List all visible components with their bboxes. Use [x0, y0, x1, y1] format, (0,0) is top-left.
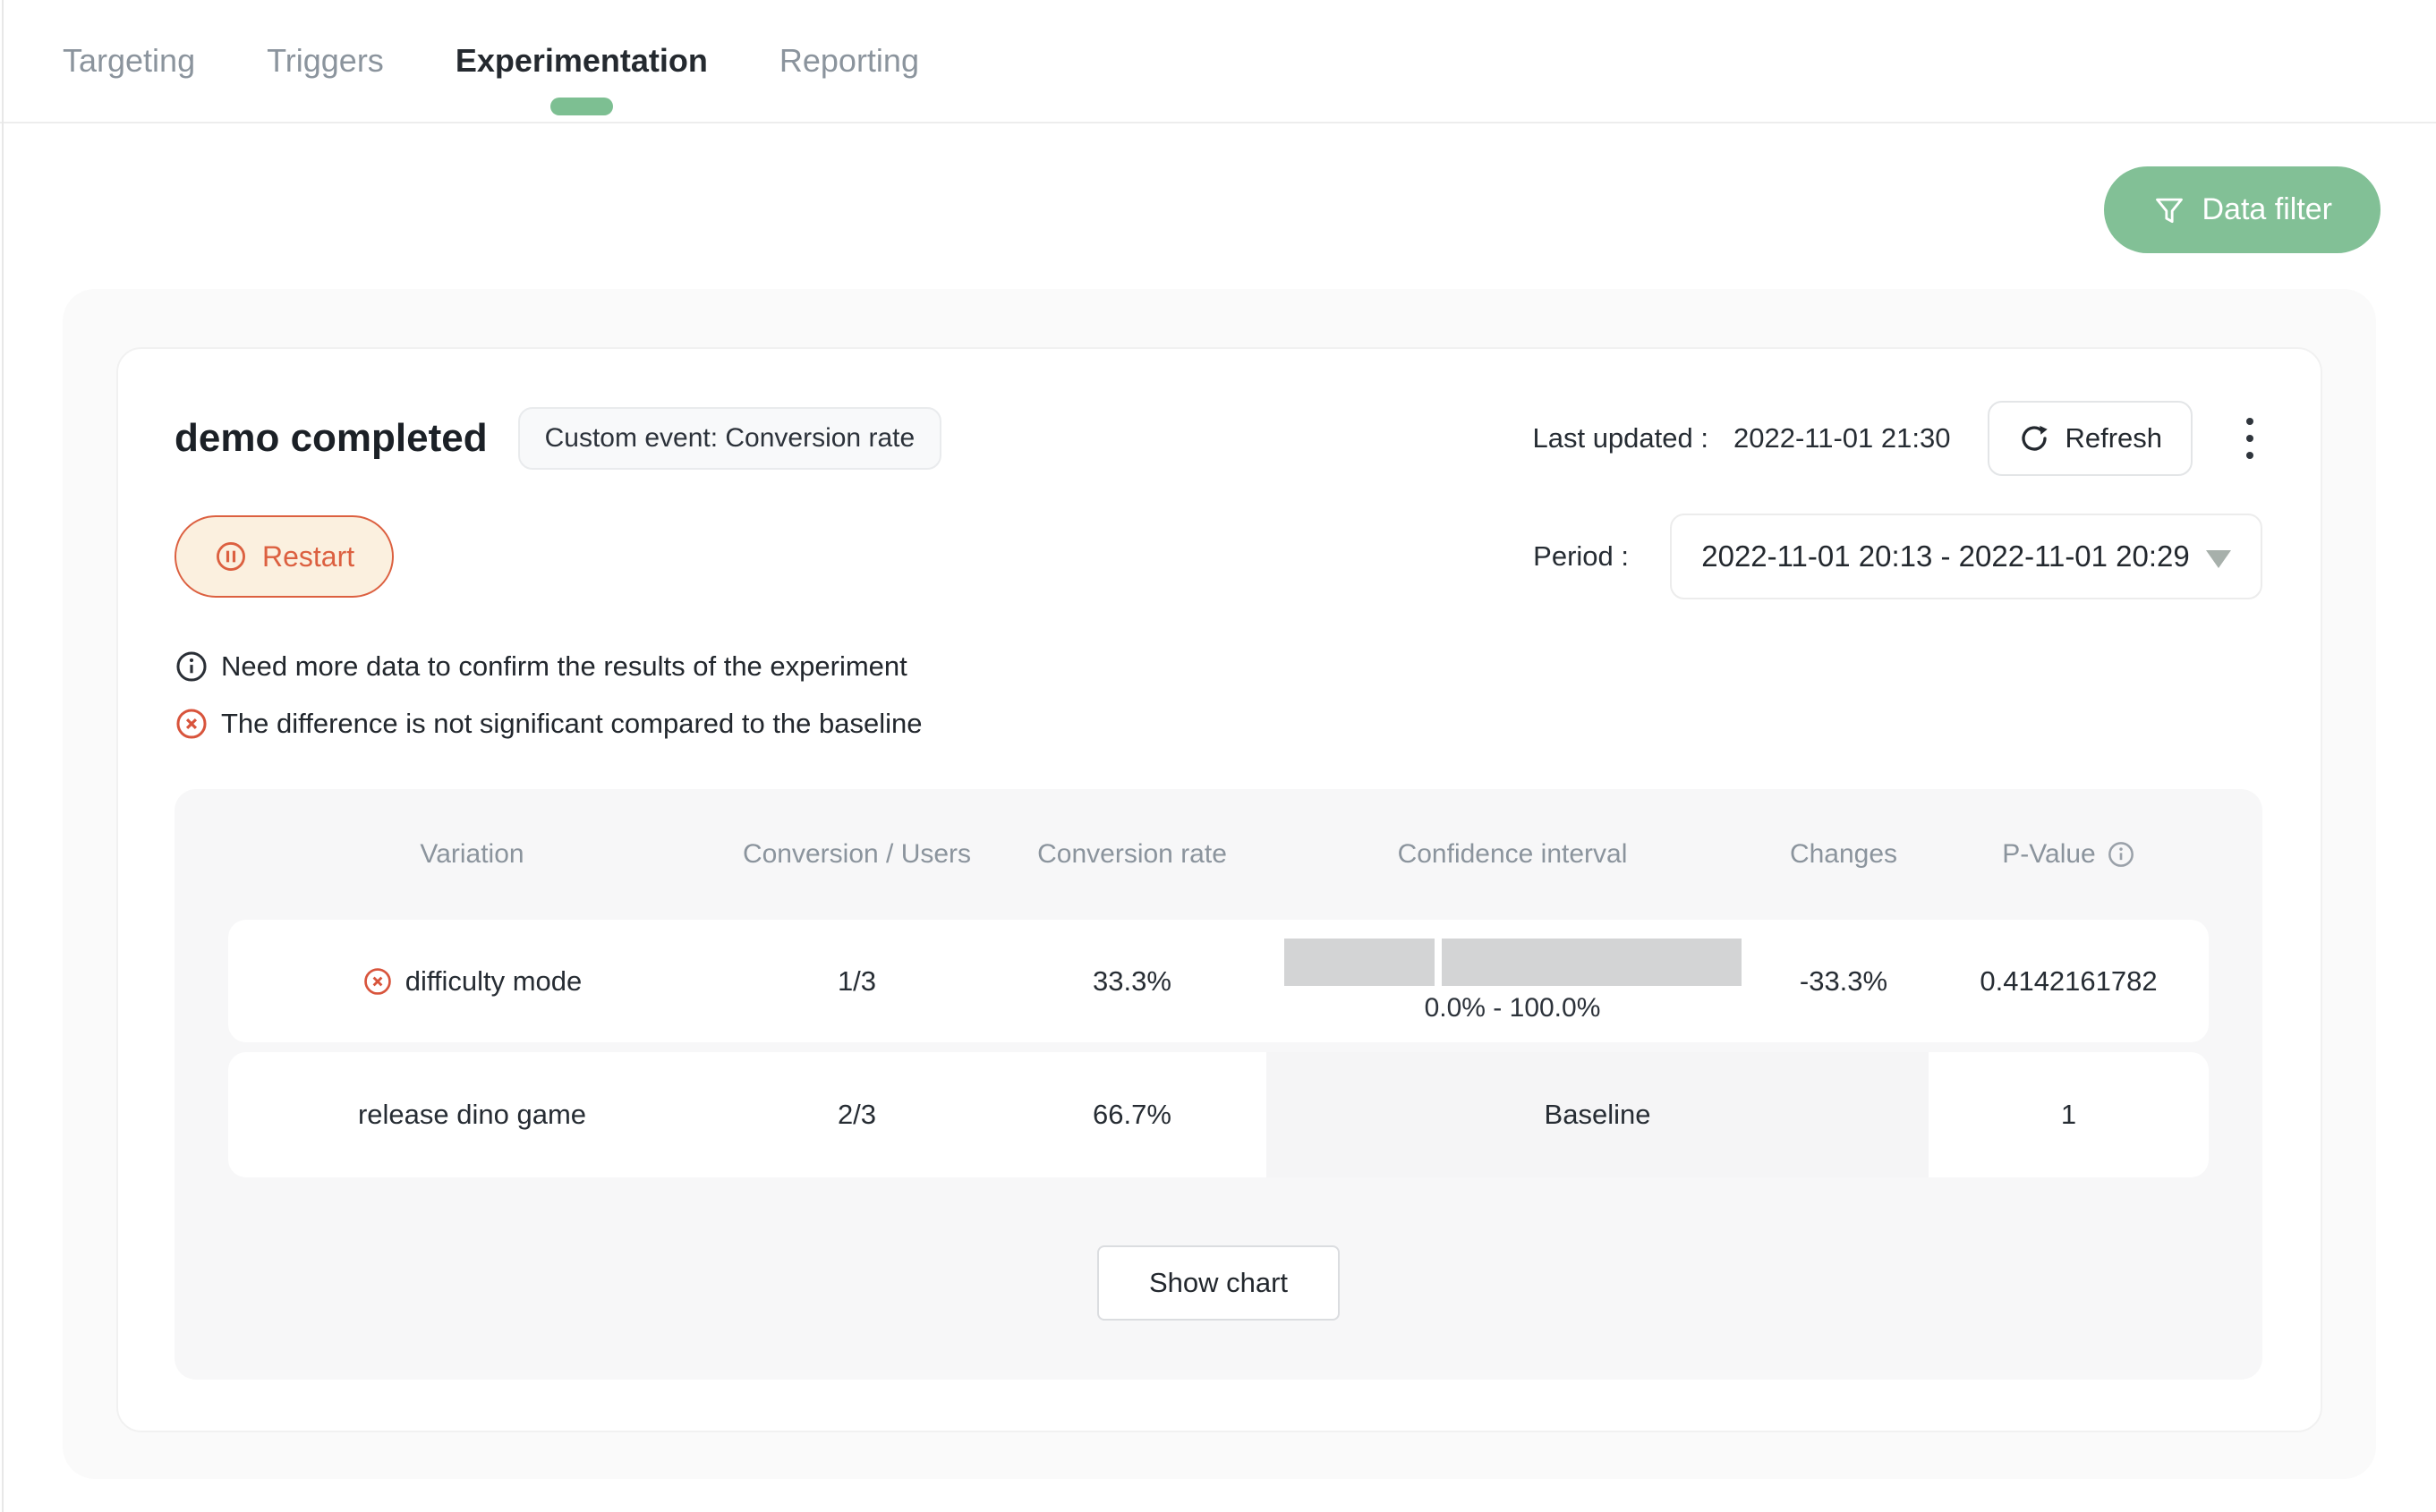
experiment-header: demo completed Custom event: Conversion …	[175, 401, 2262, 476]
ci-bar-right-segment	[1441, 939, 1742, 986]
show-chart-button[interactable]: Show chart	[1096, 1245, 1341, 1321]
info-circle-icon[interactable]	[2107, 840, 2135, 869]
column-header-confidence-interval: Confidence interval	[1397, 839, 1628, 869]
data-filter-button[interactable]: Data filter	[2103, 166, 2381, 253]
x-circle-icon	[362, 966, 393, 997]
last-updated-label: Last updated :	[1532, 422, 1708, 454]
x-circle-icon	[175, 707, 209, 741]
ci-bar-left-segment	[1283, 939, 1435, 986]
conversion-rate-cell: 66.7%	[1093, 1099, 1171, 1130]
show-chart-container: Show chart	[228, 1245, 2209, 1321]
baseline-cell: Baseline	[1266, 1052, 1929, 1177]
column-header-changes: Changes	[1789, 839, 1898, 869]
experiment-controls: Restart Period : 2022-11-01 20:13 - 2022…	[175, 514, 2262, 599]
pause-circle-icon	[214, 539, 248, 573]
table-row-release-dino-game: release dino game 2/3 66.7% Baseline 1	[228, 1052, 2209, 1177]
period-label: Period :	[1533, 540, 1629, 572]
column-header-p-value: P-Value	[1929, 839, 2209, 870]
funnel-icon	[2152, 193, 2186, 227]
refresh-label: Refresh	[2065, 422, 2162, 454]
tab-experimentation-label: Experimentation	[455, 42, 708, 79]
refresh-icon	[2018, 422, 2050, 454]
status-messages: Need more data to confirm the results of…	[175, 650, 2262, 741]
message-text: Need more data to confirm the results of…	[221, 650, 907, 682]
message-not-significant: The difference is not significant compar…	[175, 707, 2262, 741]
tab-reporting-label: Reporting	[779, 42, 919, 79]
confidence-interval-bar	[1283, 939, 1742, 986]
page-left-divider	[2, 0, 4, 1512]
p-value-cell: 0.4142161782	[1980, 964, 2158, 997]
period-select[interactable]: 2022-11-01 20:13 - 2022-11-01 20:29	[1670, 514, 2262, 599]
tab-triggers-label: Triggers	[267, 42, 384, 79]
column-header-conversion-users: Conversion / Users	[742, 839, 972, 869]
message-need-more-data: Need more data to confirm the results of…	[175, 650, 2262, 684]
p-value-cell: 1	[2060, 1099, 2077, 1130]
confidence-interval-label: 0.0% - 100.0%	[1424, 993, 1601, 1023]
changes-cell: -33.3%	[1799, 964, 1888, 997]
table-row-difficulty-mode: difficulty mode 1/3 33.3% 0.0% - 100.0% …	[228, 920, 2209, 1042]
tab-bar: Targeting Triggers Experimentation Repor…	[0, 0, 2436, 123]
experiment-panel: demo completed Custom event: Conversion …	[63, 289, 2376, 1479]
experiment-card: demo completed Custom event: Conversion …	[116, 347, 2322, 1432]
experiment-title: demo completed	[175, 416, 488, 460]
column-header-variation: Variation	[420, 839, 524, 869]
period-value: 2022-11-01 20:13 - 2022-11-01 20:29	[1701, 539, 2190, 573]
variation-name: release dino game	[357, 1099, 587, 1130]
data-filter-label: Data filter	[2202, 192, 2333, 226]
variation-cell: difficulty mode	[228, 920, 716, 1042]
refresh-button[interactable]: Refresh	[1988, 401, 2193, 476]
p-value-label: P-Value	[2002, 839, 2096, 869]
custom-event-badge: Custom event: Conversion rate	[517, 407, 942, 470]
ci-bar-gap	[1434, 939, 1442, 986]
tab-triggers[interactable]: Triggers	[265, 30, 386, 92]
restart-label: Restart	[262, 539, 355, 573]
tab-experimentation[interactable]: Experimentation	[454, 30, 710, 115]
chevron-down-icon	[2205, 550, 2231, 568]
confidence-interval-cell: 0.0% - 100.0%	[1266, 920, 1759, 1042]
conversion-rate-cell: 33.3%	[1093, 964, 1171, 997]
tab-reporting[interactable]: Reporting	[778, 30, 921, 92]
restart-button[interactable]: Restart	[175, 515, 395, 598]
conversion-users-cell: 1/3	[837, 964, 877, 997]
more-options-menu-icon[interactable]	[2237, 409, 2262, 468]
results-table: Variation Conversion / Users Conversion …	[175, 789, 2262, 1380]
info-circle-icon	[175, 650, 209, 684]
toolbar: Data filter	[0, 123, 2436, 253]
active-tab-indicator	[549, 98, 613, 115]
last-updated-value: 2022-11-01 21:30	[1733, 422, 1951, 454]
variation-cell: release dino game	[228, 1052, 716, 1177]
table-header-row: Variation Conversion / Users Conversion …	[228, 820, 2209, 889]
column-header-conversion-rate: Conversion rate	[1037, 839, 1227, 869]
tab-targeting-label: Targeting	[63, 42, 196, 79]
conversion-users-cell: 2/3	[837, 1099, 877, 1130]
tab-targeting[interactable]: Targeting	[61, 30, 197, 92]
message-text: The difference is not significant compar…	[221, 708, 923, 739]
variation-name: difficulty mode	[405, 964, 583, 997]
